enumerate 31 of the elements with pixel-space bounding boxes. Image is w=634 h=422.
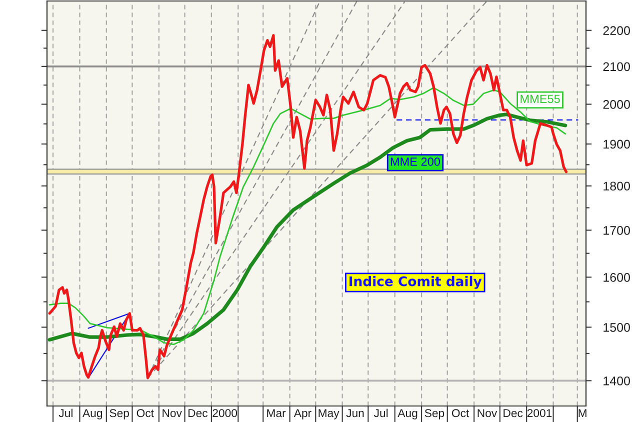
x-tick-label: Jul xyxy=(374,408,388,418)
x-tick-label: Aug xyxy=(82,409,102,420)
y-tick-label: 1400 xyxy=(604,376,630,386)
x-tick-label: Dec xyxy=(504,409,523,418)
series-label: MME55 xyxy=(520,94,560,104)
series-label: MME 200 xyxy=(390,158,440,166)
y-tick-label: 1700 xyxy=(604,226,630,235)
x-tick-label: M xyxy=(578,409,586,418)
x-tick-label: 2001 xyxy=(527,409,552,418)
y-tick-label: 2100 xyxy=(603,62,630,72)
x-tick-label: Mar xyxy=(267,409,286,418)
x-tick-label: Nov xyxy=(478,409,498,418)
x-tick-label: Sep xyxy=(110,409,129,420)
x-tick-label: Sep xyxy=(424,409,444,420)
text: Indice Comit daily xyxy=(350,276,482,289)
x-tick-label: Aug xyxy=(398,409,418,420)
x-tick-label: Apr xyxy=(294,409,312,420)
x-tick-label: Jun xyxy=(346,409,364,418)
x-tick-label: Nov xyxy=(162,409,182,418)
x-tick-label: Oct xyxy=(136,409,154,418)
x-tick-label: Oct xyxy=(452,409,470,418)
x-tick-label: 2000 xyxy=(212,409,238,418)
x-tick-label: Dec xyxy=(188,409,208,418)
x-tick-label: Jul xyxy=(58,408,72,418)
y-tick-label: 2200 xyxy=(603,26,630,36)
y-tick-label: 1900 xyxy=(604,140,630,149)
y-tick-label: 1500 xyxy=(604,323,630,332)
y-tick-label: 1600 xyxy=(604,272,630,282)
y-tick-label: 1800 xyxy=(604,182,630,191)
x-tick-label: May xyxy=(318,409,340,420)
y-tick-label: 2000 xyxy=(603,100,630,109)
